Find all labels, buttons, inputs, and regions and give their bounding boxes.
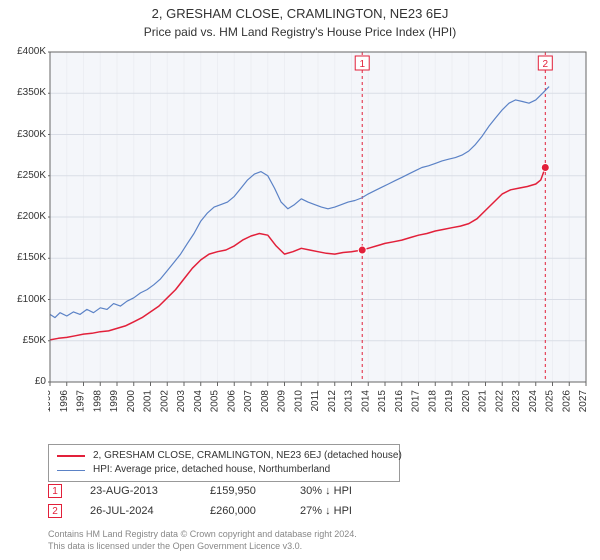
y-axis-label: £0	[2, 376, 46, 387]
price-chart: 1219951996199719981999200020012002200320…	[48, 48, 588, 408]
footer-line: This data is licensed under the Open Gov…	[48, 540, 357, 552]
transaction-price: £260,000	[210, 505, 300, 517]
svg-text:2026: 2026	[561, 390, 572, 413]
svg-text:1999: 1999	[109, 390, 120, 413]
svg-text:2020: 2020	[461, 390, 472, 413]
svg-text:2017: 2017	[411, 390, 422, 413]
y-axis-label: £300K	[2, 129, 46, 140]
svg-text:1: 1	[359, 59, 365, 70]
transaction-date: 23-AUG-2013	[90, 485, 210, 497]
page-title: 2, GRESHAM CLOSE, CRAMLINGTON, NE23 6EJ	[0, 0, 600, 21]
svg-text:2003: 2003	[176, 390, 187, 413]
svg-text:2004: 2004	[193, 390, 204, 413]
svg-text:2008: 2008	[260, 390, 271, 413]
svg-text:1998: 1998	[92, 390, 103, 413]
legend-label: HPI: Average price, detached house, Nort…	[93, 463, 330, 477]
svg-text:2012: 2012	[327, 390, 338, 413]
legend-label: 2, GRESHAM CLOSE, CRAMLINGTON, NE23 6EJ …	[93, 449, 402, 463]
svg-text:2001: 2001	[143, 390, 154, 413]
svg-text:2027: 2027	[578, 390, 588, 413]
svg-text:2023: 2023	[511, 390, 522, 413]
svg-text:2006: 2006	[226, 390, 237, 413]
transaction-delta: 30% ↓ HPI	[300, 485, 400, 497]
transaction-delta: 27% ↓ HPI	[300, 505, 400, 517]
svg-text:2014: 2014	[360, 390, 371, 413]
y-axis-label: £100K	[2, 294, 46, 305]
transaction-row: 1 23-AUG-2013 £159,950 30% ↓ HPI	[48, 484, 588, 498]
transaction-row: 2 26-JUL-2024 £260,000 27% ↓ HPI	[48, 504, 588, 518]
legend-item-price-paid: 2, GRESHAM CLOSE, CRAMLINGTON, NE23 6EJ …	[57, 449, 391, 463]
footer-line: Contains HM Land Registry data © Crown c…	[48, 528, 357, 540]
svg-text:2018: 2018	[427, 390, 438, 413]
svg-text:2009: 2009	[277, 390, 288, 413]
legend-swatch	[57, 470, 85, 471]
svg-text:2007: 2007	[243, 390, 254, 413]
svg-text:2022: 2022	[494, 390, 505, 413]
page-subtitle: Price paid vs. HM Land Registry's House …	[0, 21, 600, 43]
transaction-marker: 1	[48, 484, 62, 498]
svg-text:2011: 2011	[310, 390, 321, 412]
svg-text:2002: 2002	[159, 390, 170, 413]
y-axis-label: £150K	[2, 252, 46, 263]
transactions-table: 1 23-AUG-2013 £159,950 30% ↓ HPI 2 26-JU…	[48, 484, 588, 524]
transaction-price: £159,950	[210, 485, 300, 497]
y-axis-label: £250K	[2, 170, 46, 181]
y-axis-label: £350K	[2, 87, 46, 98]
y-axis-label: £50K	[2, 335, 46, 346]
footer: Contains HM Land Registry data © Crown c…	[48, 528, 357, 552]
transaction-marker: 2	[48, 504, 62, 518]
svg-text:2015: 2015	[377, 390, 388, 413]
svg-text:1997: 1997	[76, 390, 87, 413]
transaction-date: 26-JUL-2024	[90, 505, 210, 517]
svg-text:2010: 2010	[293, 390, 304, 413]
svg-text:1996: 1996	[59, 390, 70, 413]
y-axis-label: £200K	[2, 211, 46, 222]
svg-text:2025: 2025	[545, 390, 556, 413]
chart-svg: 1 2 1995 1996 1997 1998 1999 2000 2001 2002 2003 20…	[48, 48, 588, 444]
svg-text:2000: 2000	[126, 390, 137, 413]
legend-swatch	[57, 455, 85, 457]
legend: 2, GRESHAM CLOSE, CRAMLINGTON, NE23 6EJ …	[48, 444, 400, 482]
y-axis-label: £400K	[2, 46, 46, 57]
svg-text:2: 2	[543, 59, 549, 70]
legend-item-hpi: HPI: Average price, detached house, Nort…	[57, 463, 391, 477]
svg-text:2013: 2013	[344, 390, 355, 413]
svg-text:2016: 2016	[394, 390, 405, 413]
svg-text:2019: 2019	[444, 390, 455, 413]
svg-text:1995: 1995	[48, 390, 53, 413]
svg-text:2024: 2024	[528, 390, 539, 413]
svg-text:2021: 2021	[478, 390, 489, 413]
svg-text:2005: 2005	[210, 390, 221, 413]
